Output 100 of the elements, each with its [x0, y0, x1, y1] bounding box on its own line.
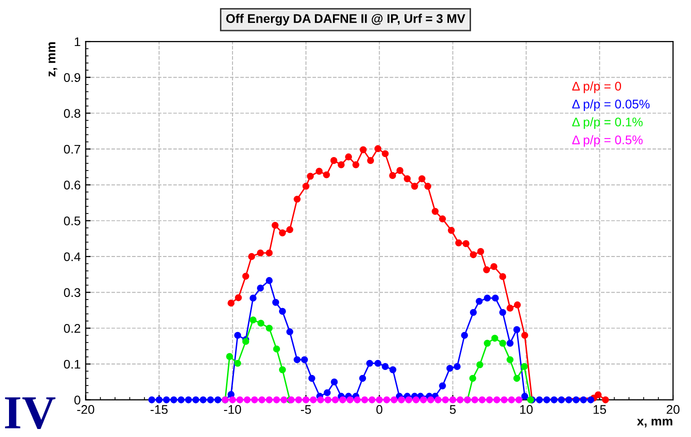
point — [234, 294, 242, 302]
point — [471, 396, 478, 404]
point — [398, 396, 405, 404]
point — [506, 356, 514, 364]
point — [229, 396, 236, 404]
point — [389, 172, 396, 180]
point — [273, 396, 280, 404]
point — [306, 172, 314, 180]
text: Δ p/p = 0 — [572, 81, 622, 94]
point — [405, 396, 412, 404]
y-tick-label: 0.2 — [64, 324, 80, 333]
text: Δ p/p = 0.1% — [572, 117, 643, 129]
point — [294, 196, 301, 203]
point — [602, 396, 609, 404]
point — [515, 396, 522, 404]
point — [324, 396, 332, 404]
x-tick-label: -10 — [224, 405, 242, 414]
point — [280, 396, 288, 404]
point — [455, 239, 462, 246]
y-tick-label: 0.8 — [64, 108, 80, 118]
text: IV — [5, 397, 56, 429]
point — [411, 182, 418, 190]
x-tick-label: 5 — [450, 405, 456, 414]
point — [323, 171, 330, 178]
point — [302, 182, 310, 190]
point — [486, 396, 493, 404]
y-tick-label: 0.1 — [64, 360, 80, 369]
point — [256, 249, 264, 256]
point — [236, 396, 244, 404]
point — [310, 396, 317, 404]
point — [374, 145, 382, 152]
point — [376, 396, 383, 404]
point — [434, 396, 442, 404]
point — [330, 157, 338, 164]
point — [266, 324, 273, 332]
point — [456, 396, 464, 404]
point — [594, 391, 602, 398]
point — [469, 374, 476, 382]
point — [332, 396, 339, 404]
point — [439, 215, 446, 222]
point — [302, 396, 310, 404]
point — [404, 175, 411, 182]
text: Δ p/p = 0.05% — [572, 99, 650, 111]
x-tick-label: 10 — [520, 405, 533, 414]
point — [499, 273, 506, 280]
x-tick-label: -5 — [300, 405, 311, 414]
point — [316, 168, 323, 175]
y-axis-title: z, mm — [48, 42, 58, 76]
point — [273, 346, 280, 352]
point — [448, 226, 455, 234]
point — [278, 366, 286, 374]
point — [354, 396, 361, 404]
x-axis-title: x, mm — [636, 418, 672, 428]
point — [484, 340, 491, 347]
point — [248, 253, 256, 260]
point — [286, 226, 294, 234]
point — [442, 396, 449, 404]
point — [432, 208, 439, 215]
point — [242, 272, 250, 280]
point — [470, 251, 477, 258]
point — [295, 396, 302, 404]
point — [339, 396, 346, 404]
x-tick-label: 20 — [666, 405, 680, 414]
point — [234, 360, 242, 367]
point — [272, 222, 279, 229]
point — [361, 396, 368, 404]
point — [499, 340, 506, 347]
point — [251, 396, 258, 404]
point — [257, 320, 264, 327]
x-tick-label: -20 — [77, 405, 94, 414]
y-tick-label: 0.9 — [64, 73, 80, 82]
point — [346, 396, 354, 404]
point — [493, 396, 500, 404]
point — [520, 363, 528, 370]
y-tick-label: 0.7 — [64, 144, 80, 154]
x-tick-label: 0 — [376, 405, 382, 414]
y-tick-label: 0.5 — [64, 216, 80, 226]
point — [418, 175, 426, 182]
point — [383, 396, 390, 404]
point — [258, 396, 266, 404]
point — [266, 396, 273, 404]
point — [317, 396, 324, 404]
point — [476, 361, 484, 368]
point — [368, 396, 376, 404]
point — [462, 240, 470, 248]
point — [427, 396, 434, 404]
point — [396, 167, 404, 174]
point — [390, 396, 398, 404]
point — [500, 396, 508, 404]
y-tick-label: 0 — [74, 396, 80, 405]
point — [382, 150, 389, 158]
point — [278, 229, 286, 236]
y-tick-label: 1 — [74, 37, 80, 46]
point — [266, 249, 273, 256]
point — [228, 300, 235, 307]
point — [345, 153, 352, 160]
x-tick-label: -15 — [150, 405, 168, 414]
point — [514, 301, 521, 308]
point — [226, 353, 234, 360]
point — [508, 396, 515, 404]
